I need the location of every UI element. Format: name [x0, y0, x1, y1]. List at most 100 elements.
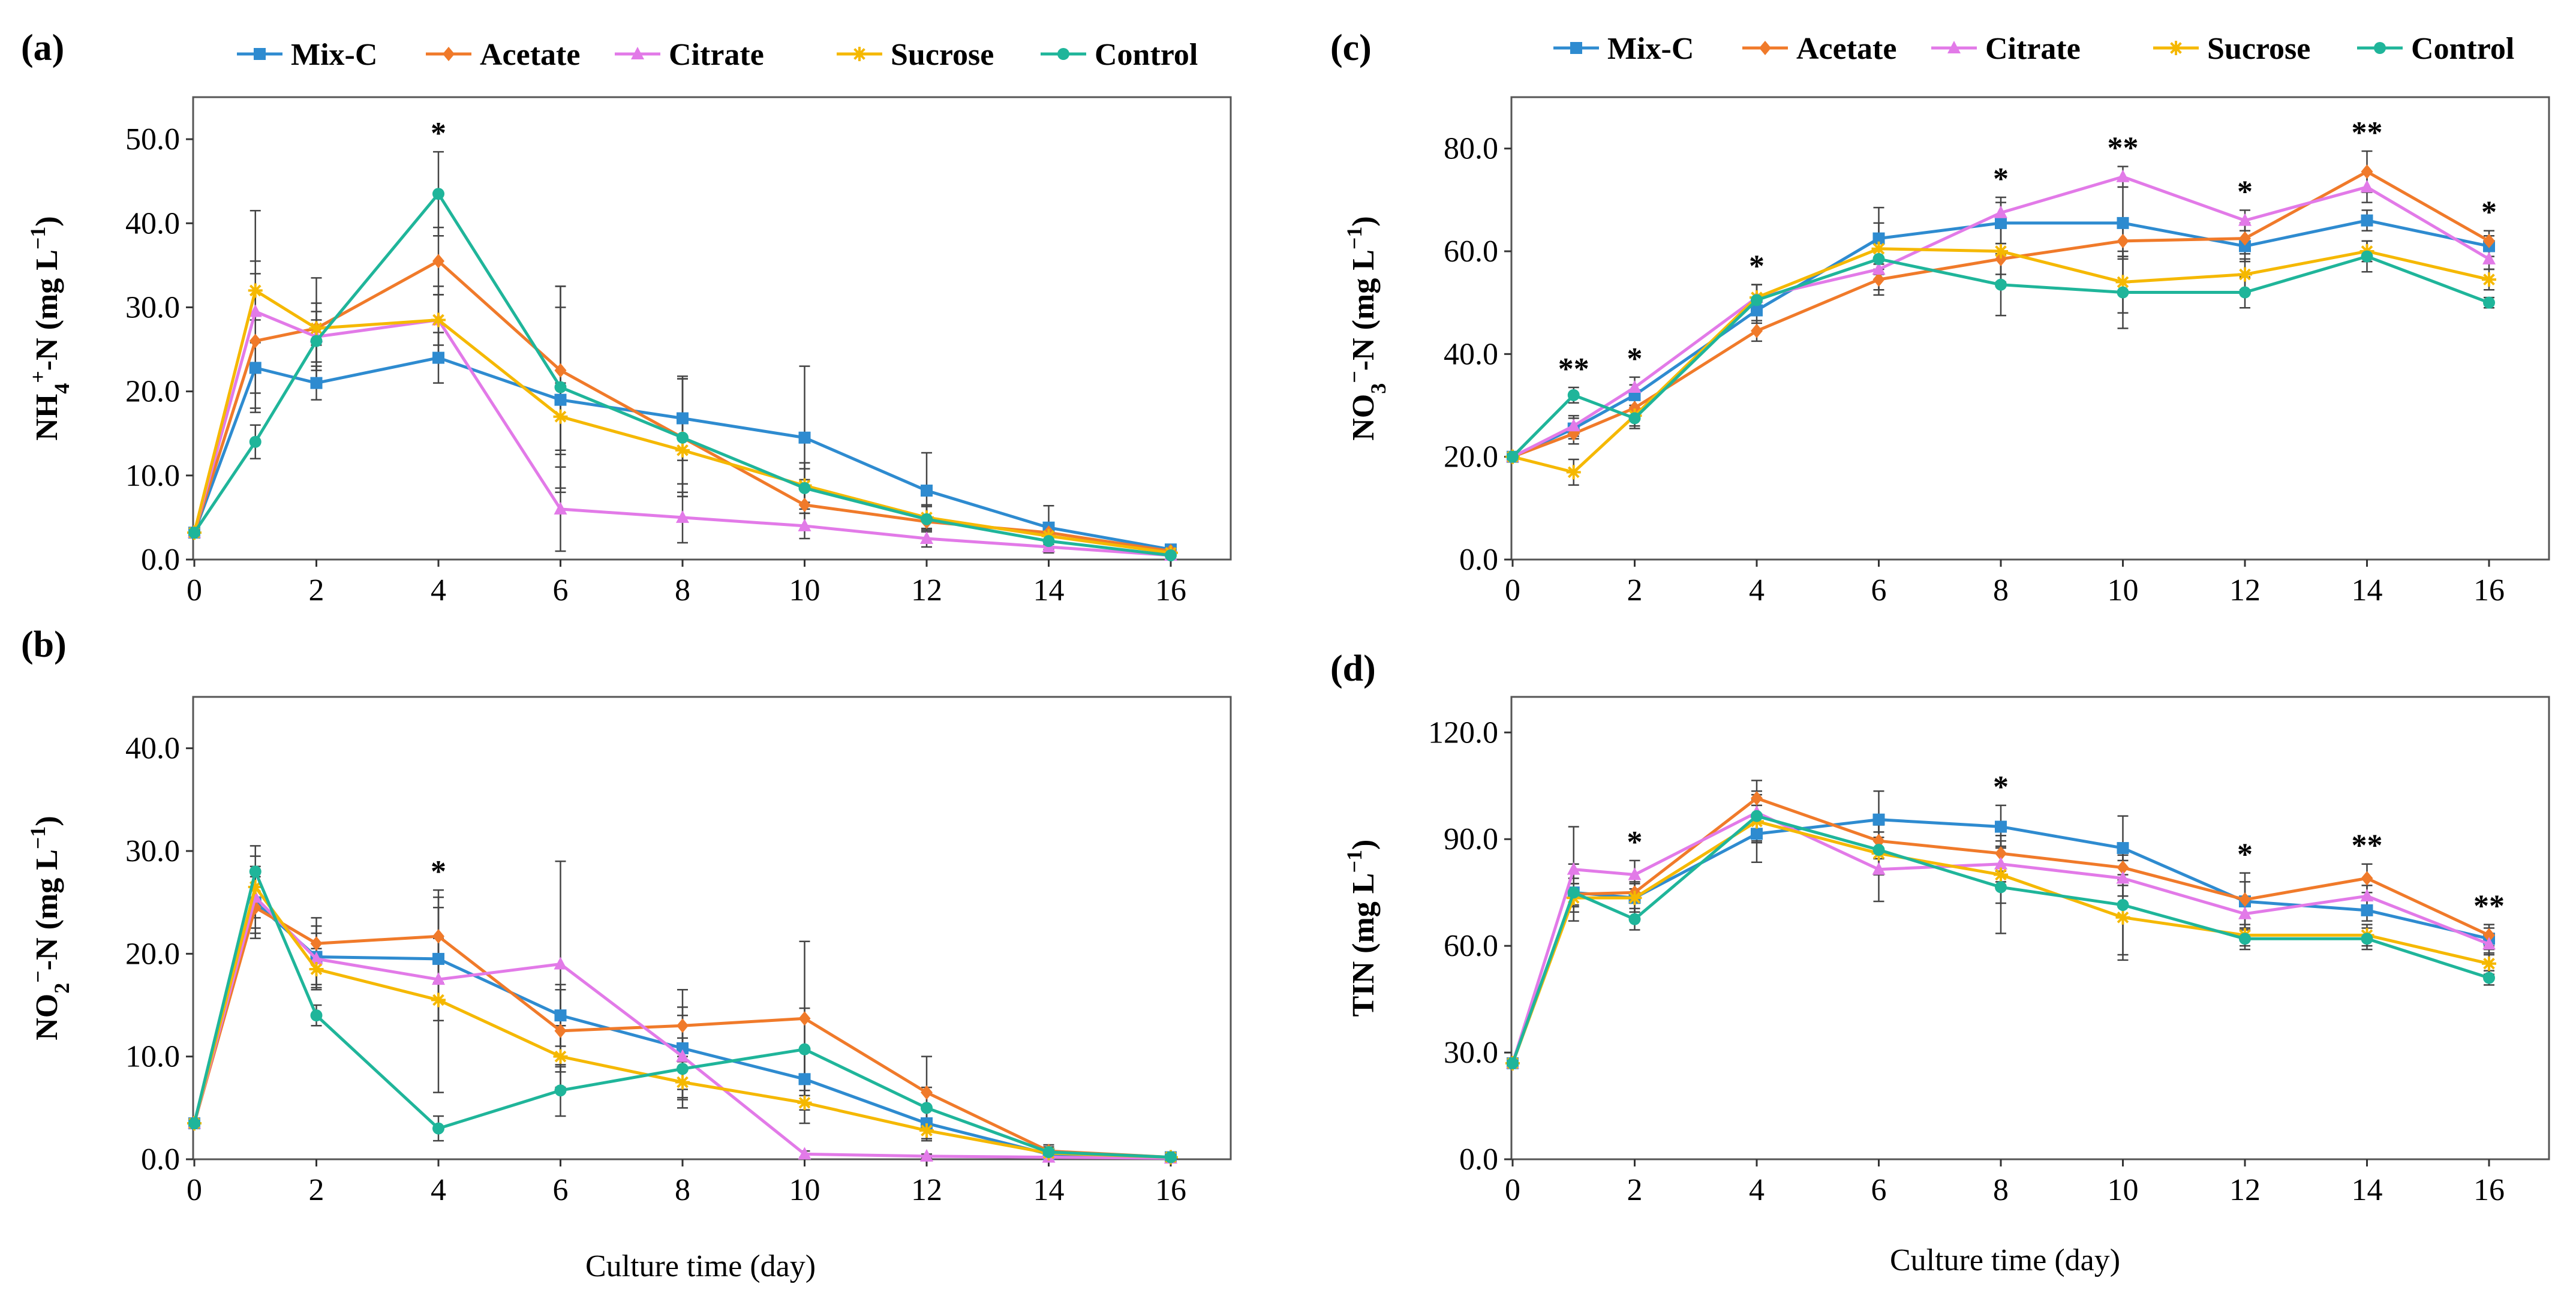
data-point-mix-c: [677, 412, 689, 425]
legend-marker-sucrose: [852, 47, 867, 61]
series-line-sucrose: [1511, 820, 2490, 1064]
x-tick-label: 10: [2108, 1173, 2139, 1207]
data-point-control: [1872, 844, 1885, 856]
data-point-control: [188, 1117, 200, 1130]
panel-b: (b) 0.0 10.0 20.0 30.0 40.0 0 2 4 6 8 10 12 14 16 NO2−-…: [21, 624, 1232, 1207]
series-line-control: [193, 870, 1171, 1159]
legend-item-sucrose: Sucrose: [837, 38, 994, 72]
data-point-acetate: [798, 1011, 811, 1026]
data-point-control: [1042, 1146, 1055, 1159]
legend-item-mix-c: Mix-C: [1553, 32, 1694, 66]
x-tick-label: 12: [911, 1173, 942, 1207]
significance-marker: *: [1627, 342, 1643, 376]
x-tick-label: 10: [2108, 573, 2139, 608]
x-tick-label: 12: [911, 573, 942, 608]
data-point-mix-c: [677, 1042, 689, 1054]
y-tick-label: 60.0: [1444, 234, 1498, 269]
data-point-citrate: [1628, 867, 1642, 880]
data-point-acetate: [1995, 846, 2007, 861]
data-point-citrate: [2482, 251, 2496, 264]
data-point-control: [310, 1009, 323, 1022]
significance-marker: **: [2108, 131, 2139, 166]
significance-marker: *: [1993, 770, 2009, 804]
legend-label-citrate: Citrate: [1985, 32, 2081, 66]
y-tick-label: 0.0: [1459, 1142, 1498, 1177]
data-point-control: [2117, 286, 2129, 299]
data-point-citrate: [1872, 862, 1886, 875]
series-line-citrate: [193, 309, 1171, 557]
panel-d: (d) 0.0 30.0 60.0 90.0 120.0 0 2 4 6 8 10 12 14 16 TIN …: [1330, 648, 2550, 1207]
series-line-control: [1511, 814, 2490, 1064]
data-point-acetate: [1751, 323, 1763, 338]
data-point-control: [921, 513, 933, 525]
data-point-citrate: [676, 1049, 689, 1062]
data-point-sucrose: [309, 962, 324, 977]
y-tick-label: 0.0: [1459, 543, 1498, 577]
series-line-mix-c: [1511, 219, 2490, 458]
series-line-acetate: [1511, 796, 2490, 1064]
data-point-control: [1567, 886, 1580, 899]
significance-marker: **: [1558, 352, 1589, 386]
data-point-mix-c: [554, 1009, 567, 1022]
significance-marker: *: [2237, 838, 2253, 872]
y-tick-label: 30.0: [125, 834, 180, 868]
significance-marker: **: [2352, 829, 2383, 863]
data-point-mix-c: [2239, 240, 2251, 252]
data-point-control: [2239, 286, 2251, 299]
legend-item-citrate: Citrate: [1931, 32, 2081, 66]
data-point-acetate: [2483, 233, 2495, 248]
x-tick-label: 12: [2229, 573, 2261, 608]
data-point-control: [2361, 933, 2373, 945]
data-point-sucrose: [309, 321, 324, 336]
data-point-control: [1567, 389, 1580, 401]
x-tick-label: 4: [1749, 573, 1765, 608]
legend-label-control: Control: [1095, 38, 1198, 72]
x-tick-label: 4: [431, 573, 446, 608]
data-point-acetate: [2239, 231, 2251, 246]
x-tick-label: 16: [2473, 573, 2505, 608]
data-point-control: [432, 188, 444, 200]
x-tick-label: 14: [1033, 1173, 1065, 1207]
data-point-control: [554, 1084, 567, 1097]
y-tick-label: 30.0: [125, 290, 180, 324]
legend-marker-citrate: [631, 47, 644, 59]
data-point-acetate: [1751, 791, 1763, 806]
y-tick-label: 20.0: [125, 937, 180, 971]
data-point-acetate: [2117, 860, 2129, 875]
data-point-acetate: [798, 497, 811, 512]
data-point-control: [1872, 252, 1885, 265]
series-line-sucrose: [193, 885, 1171, 1159]
data-point-acetate: [1872, 834, 1885, 849]
data-point-citrate: [554, 957, 567, 970]
data-point-mix-c: [921, 485, 933, 497]
panel-label-a: (a): [21, 28, 64, 68]
x-axis-title-left: Culture time (day): [585, 1249, 816, 1283]
data-point-citrate: [1994, 856, 2007, 870]
data-point-citrate: [1628, 380, 1642, 393]
data-point-citrate: [2116, 871, 2130, 884]
data-point-citrate: [2238, 906, 2252, 919]
data-point-control: [432, 1122, 444, 1135]
data-point-citrate: [1567, 419, 1580, 432]
data-point-control: [798, 1043, 811, 1056]
data-point-mix-c: [249, 362, 261, 374]
data-point-sucrose: [1627, 891, 1642, 906]
data-point-sucrose: [553, 409, 568, 424]
x-tick-label: 0: [1505, 1173, 1520, 1207]
y-tick-label: 40.0: [125, 732, 180, 766]
y-axis-title-b: NO2−-N (mg L−1): [26, 816, 74, 1041]
data-point-acetate: [677, 1018, 689, 1033]
series-line-mix-c: [193, 356, 1171, 551]
data-point-sucrose: [797, 1095, 812, 1110]
data-point-citrate: [1567, 862, 1580, 875]
data-point-acetate: [2361, 871, 2373, 886]
data-point-citrate: [1994, 205, 2007, 218]
data-point-sucrose: [919, 1123, 934, 1138]
y-tick-label: 80.0: [1444, 132, 1498, 166]
plot-frame: [1510, 96, 2550, 561]
x-tick-label: 2: [1627, 573, 1643, 608]
y-tick-label: 40.0: [125, 206, 180, 240]
series-line-citrate: [1511, 811, 2490, 1064]
data-point-sucrose: [1994, 867, 2008, 882]
data-point-citrate: [798, 518, 811, 531]
